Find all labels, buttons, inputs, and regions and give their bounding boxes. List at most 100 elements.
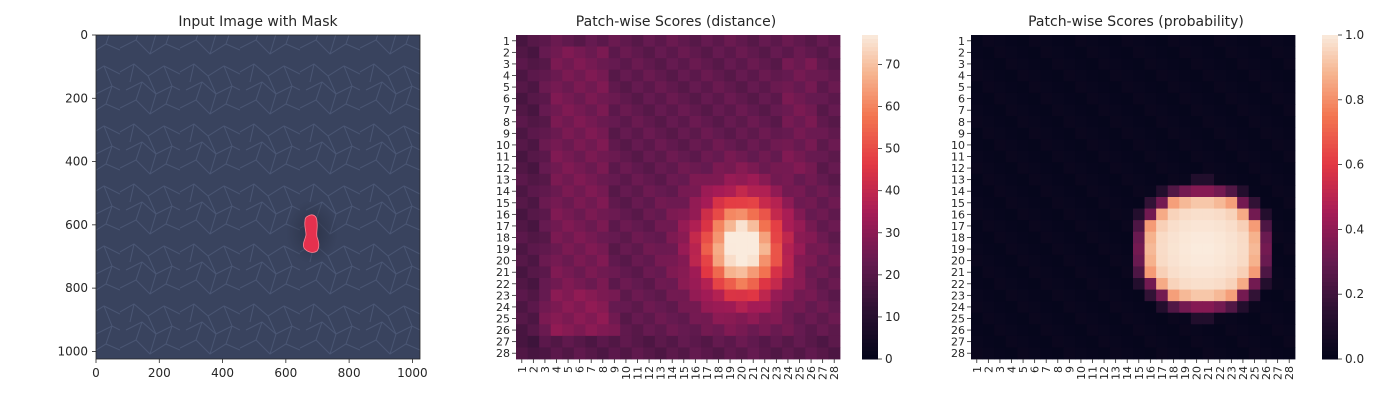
heatmap-cell (747, 173, 760, 186)
heatmap-cell (1214, 312, 1226, 325)
heatmap-cell (747, 150, 760, 163)
heatmap-cell (1283, 35, 1296, 47)
heatmap-cell (1086, 243, 1099, 256)
heatmap-cell (724, 312, 737, 325)
heatmap-cell (678, 301, 690, 314)
heatmap-cell (971, 81, 983, 94)
heatmap-cell (678, 335, 690, 348)
col-tick-label: 6 (574, 366, 587, 373)
heatmap-cell (689, 197, 702, 209)
heatmap-cell (1028, 185, 1041, 198)
colorbar-segment (862, 192, 878, 198)
heatmap-cell (620, 243, 633, 256)
heatmap-cell (770, 335, 783, 348)
heatmap-cell (1133, 278, 1145, 290)
heatmap-cell (1202, 312, 1215, 325)
heatmap-cell (816, 197, 829, 209)
heatmap-cell (1260, 150, 1273, 163)
colorbar-segment (1322, 184, 1338, 190)
heatmap-cell (712, 81, 725, 94)
heatmap-cell (1248, 220, 1261, 233)
heatmap-cell (597, 46, 609, 59)
heatmap-cell (1075, 92, 1088, 105)
heatmap-cell (1098, 116, 1111, 128)
heatmap-cell (816, 220, 829, 233)
heatmap-cell (516, 254, 528, 267)
heatmap-cell (1121, 150, 1134, 163)
heatmap-cell (1040, 185, 1053, 198)
heatmap-cell (666, 266, 679, 279)
heatmap-cell (759, 58, 771, 71)
heatmap-cell (597, 243, 609, 256)
probability-heatmap-panel: Patch-wise Scores (probability) 12345678… (951, 14, 1364, 380)
heatmap-cell (1098, 254, 1111, 267)
heatmap-cell (1283, 185, 1296, 198)
heatmap-cell (1260, 231, 1273, 244)
heatmap-cell (747, 231, 760, 244)
heatmap-cell (816, 173, 829, 186)
heatmap-cell (689, 35, 702, 47)
colorbar-segment (862, 148, 878, 153)
heatmap-cell (1214, 324, 1226, 337)
heatmap-cell (770, 162, 783, 175)
heatmap-cell (631, 150, 644, 163)
heatmap-cell (562, 173, 575, 186)
heatmap-cell (1052, 92, 1064, 105)
heatmap-cell (782, 139, 795, 152)
heatmap-cell (1028, 231, 1041, 244)
heatmap-cell (1144, 116, 1157, 128)
heatmap-cell (562, 324, 575, 337)
heatmap-cell (735, 173, 748, 186)
heatmap-cell (1144, 104, 1157, 117)
heatmap-cell (539, 69, 552, 82)
heatmap-cell (678, 266, 690, 279)
heatmap-cell (678, 254, 690, 267)
heatmap-cell (654, 208, 667, 221)
heatmap-cell (1052, 266, 1064, 279)
heatmap-cell (678, 35, 690, 47)
heatmap-cell (701, 185, 714, 198)
heatmap-cell (539, 127, 552, 140)
heatmap-cell (1144, 35, 1157, 47)
heatmap-cell (1144, 92, 1157, 105)
heatmap-cell (1225, 289, 1238, 302)
heatmap-cell (793, 254, 806, 267)
colorbar-segment (1322, 318, 1338, 324)
colorbar-segment (1322, 111, 1338, 117)
heatmap-cell (805, 139, 818, 152)
heatmap-cell (562, 35, 575, 47)
colorbar-segment (862, 326, 878, 332)
col-tick-label: 17 (1156, 366, 1169, 380)
heatmap-cell (1063, 69, 1076, 82)
heatmap-cell (982, 81, 995, 94)
heatmap-cell (1017, 243, 1030, 256)
heatmap-cell (539, 46, 552, 59)
heatmap-cell (1121, 278, 1134, 290)
heatmap-cell (1202, 92, 1215, 105)
heatmap-cell (689, 254, 702, 267)
heatmap-cell (1133, 69, 1145, 82)
heatmap-cell (994, 220, 1007, 233)
heatmap-cell (816, 266, 829, 279)
heatmap-cell (805, 173, 818, 186)
col-tick-label: 1 (516, 366, 529, 373)
heatmap-cell (539, 301, 552, 314)
heatmap-cell (828, 81, 841, 94)
heatmap-cell (735, 220, 748, 233)
heatmap-cell (1040, 69, 1053, 82)
heatmap-cell (643, 35, 656, 47)
heatmap-cell (1248, 127, 1261, 140)
heatmap-cell (666, 35, 679, 47)
heatmap-cell (573, 35, 586, 47)
heatmap-cell (527, 139, 540, 152)
heatmap-cell (1075, 266, 1088, 279)
heatmap-cell (1260, 104, 1273, 117)
heatmap-cell (1052, 243, 1064, 256)
heatmap-cell (1017, 35, 1030, 47)
colorbar-segment (862, 43, 878, 48)
heatmap-cell (585, 220, 598, 233)
colorbar-segment (1322, 233, 1338, 238)
heatmap-cell (643, 116, 656, 128)
heatmap-cell (597, 220, 609, 233)
heatmap-cell (539, 197, 552, 209)
